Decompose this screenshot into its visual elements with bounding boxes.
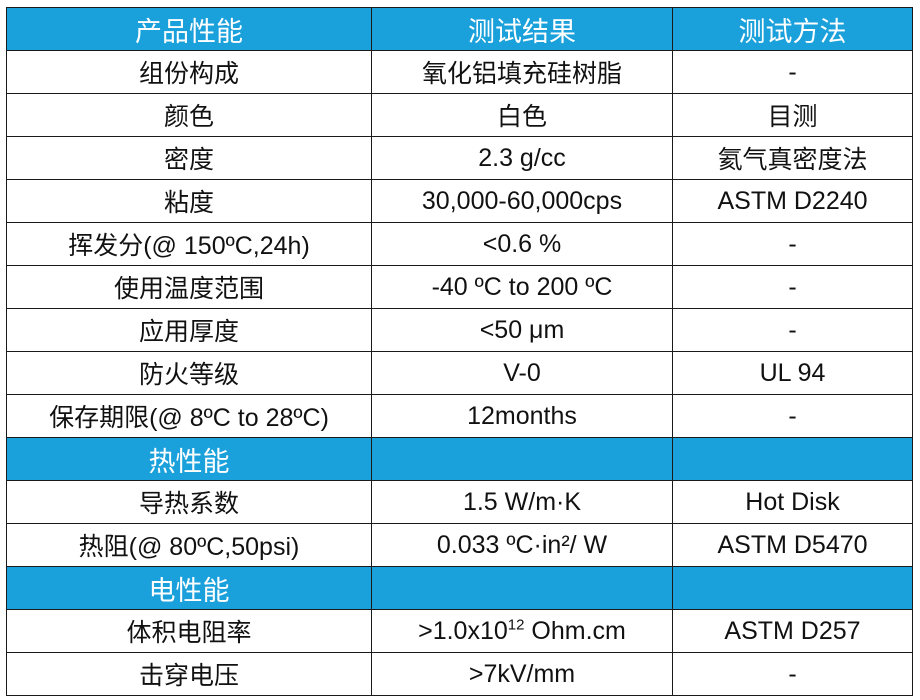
- table-row: 体积电阻率 >1.0x1012 Ohm.cm ASTM D257: [6, 609, 913, 653]
- section-blank-cell: [371, 566, 673, 610]
- result-cell: >1.0x1012 Ohm.cm: [371, 609, 673, 653]
- method-cell: ASTM D2240: [672, 179, 913, 223]
- header-method: 测试方法: [672, 7, 913, 51]
- section-title-thermal: 热性能: [6, 437, 372, 481]
- result-cell: 1.5 W/m·K: [371, 480, 673, 524]
- result-cell: <0.6 %: [371, 222, 673, 266]
- product-spec-table: 产品性能 测试结果 测试方法 组份构成 氧化铝填充硅树脂 - 颜色 白色 目测 …: [6, 7, 913, 696]
- method-cell: 目测: [672, 93, 913, 137]
- method-cell: -: [672, 308, 913, 352]
- property-cell: 体积电阻率: [6, 609, 372, 653]
- section-blank-cell: [672, 437, 913, 481]
- method-cell: 氦气真密度法: [672, 136, 913, 180]
- table-row: 防火等级 V-0 UL 94: [6, 351, 913, 395]
- table-row: 挥发分(@ 150ºC,24h) <0.6 % -: [6, 222, 913, 266]
- property-cell: 密度: [6, 136, 372, 180]
- section-blank-cell: [672, 566, 913, 610]
- property-cell: 热阻(@ 80ºC,50psi): [6, 523, 372, 567]
- property-cell: 击穿电压: [6, 652, 372, 696]
- property-cell: 组份构成: [6, 50, 372, 94]
- method-cell: -: [672, 222, 913, 266]
- section-blank-cell: [371, 437, 673, 481]
- method-cell: Hot Disk: [672, 480, 913, 524]
- table-row: 击穿电压 >7kV/mm -: [6, 652, 913, 696]
- result-cell: V-0: [371, 351, 673, 395]
- header-property: 产品性能: [6, 7, 372, 51]
- result-cell: 30,000-60,000cps: [371, 179, 673, 223]
- property-cell: 粘度: [6, 179, 372, 223]
- table-row: 热阻(@ 80ºC,50psi) 0.033 ºC·in²/ W ASTM D5…: [6, 523, 913, 567]
- table-row: 粘度 30,000-60,000cps ASTM D2240: [6, 179, 913, 223]
- method-cell: -: [672, 394, 913, 438]
- method-cell: ASTM D5470: [672, 523, 913, 567]
- result-mantissa: >1.0x10: [418, 616, 508, 645]
- method-cell: -: [672, 265, 913, 309]
- header-result: 测试结果: [371, 7, 673, 51]
- property-cell: 保存期限(@ 8ºC to 28ºC): [6, 394, 372, 438]
- result-cell: 12months: [371, 394, 673, 438]
- table-row: 使用温度范围 -40 ºC to 200 ºC -: [6, 265, 913, 309]
- result-cell: 0.033 ºC·in²/ W: [371, 523, 673, 567]
- table-row: 组份构成 氧化铝填充硅树脂 -: [6, 50, 913, 94]
- result-exponent: 12: [507, 616, 525, 634]
- section-header-thermal: 热性能: [6, 437, 913, 481]
- method-cell: -: [672, 652, 913, 696]
- table-row: 颜色 白色 目测: [6, 93, 913, 137]
- property-cell: 防火等级: [6, 351, 372, 395]
- result-cell: -40 ºC to 200 ºC: [371, 265, 673, 309]
- table-row: 密度 2.3 g/cc 氦气真密度法: [6, 136, 913, 180]
- section-title-electrical: 电性能: [6, 566, 372, 610]
- spec-sheet: 产品性能 测试结果 测试方法 组份构成 氧化铝填充硅树脂 - 颜色 白色 目测 …: [6, 7, 913, 696]
- table-row: 保存期限(@ 8ºC to 28ºC) 12months -: [6, 394, 913, 438]
- property-cell: 挥发分(@ 150ºC,24h): [6, 222, 372, 266]
- result-unit: Ohm.cm: [524, 616, 626, 645]
- table-header-row: 产品性能 测试结果 测试方法: [6, 7, 913, 51]
- table-row: 导热系数 1.5 W/m·K Hot Disk: [6, 480, 913, 524]
- result-cell: <50 μm: [371, 308, 673, 352]
- property-cell: 颜色: [6, 93, 372, 137]
- result-cell: 白色: [371, 93, 673, 137]
- method-cell: -: [672, 50, 913, 94]
- property-cell: 导热系数: [6, 480, 372, 524]
- section-header-electrical: 电性能: [6, 566, 913, 610]
- table-row: 应用厚度 <50 μm -: [6, 308, 913, 352]
- result-cell: 2.3 g/cc: [371, 136, 673, 180]
- result-cell: >7kV/mm: [371, 652, 673, 696]
- property-cell: 应用厚度: [6, 308, 372, 352]
- result-cell: 氧化铝填充硅树脂: [371, 50, 673, 94]
- method-cell: ASTM D257: [672, 609, 913, 653]
- method-cell: UL 94: [672, 351, 913, 395]
- property-cell: 使用温度范围: [6, 265, 372, 309]
